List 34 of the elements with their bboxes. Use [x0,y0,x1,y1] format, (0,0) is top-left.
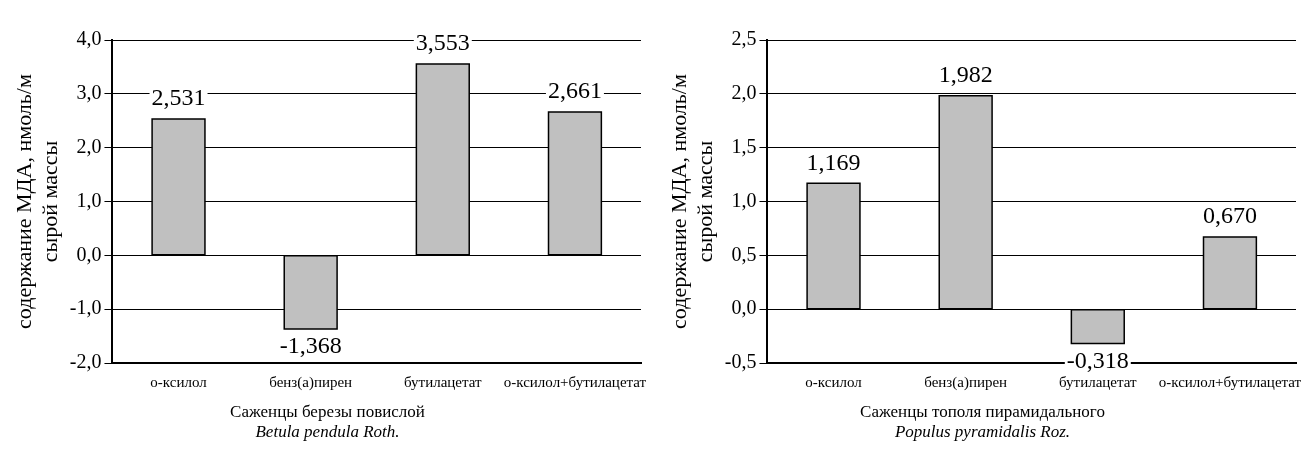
x-tick-label: о-ксилол [805,373,863,390]
y-tick-label: -0,5 [724,350,757,373]
x-tick-label: бутилацетат [404,373,482,390]
x-tick-label: бенз(а)пирен [924,373,1008,391]
y-tick-label: 2,0 [76,134,102,157]
x-axis-title: Саженцы тополя пирамидального Populus pyramidalis Roz. [859,402,1106,442]
y-tick-label: 1,0 [731,188,757,211]
data-label: 2,531 [151,84,206,111]
data-label: -0,318 [1066,346,1129,373]
data-label: 3,553 [415,29,470,56]
y-tick-label: 1,5 [731,134,757,157]
data-label: 1,982 [938,61,993,88]
y-tick-label: 4,0 [76,27,102,50]
data-label: 2,661 [547,77,602,104]
y-tick-label: -2,0 [69,350,102,373]
x-tick-label: бутилацетат [1059,373,1137,390]
y-axis-title: содержание МДА, нмоль/м сырой массы [10,74,63,329]
x-tick-label: о-ксилол+бутилацетат [1158,373,1302,390]
y-tick-label: 0,0 [731,296,757,319]
x-axis-title: Саженцы березы повислой Betula pendula Roth. [229,402,426,442]
x-tick-label: о-ксилол [150,373,208,390]
data-label: 1,169 [806,148,861,175]
y-tick-label: 0,5 [731,242,757,265]
y-tick-label: 1,0 [76,188,102,211]
y-tick-label: 3,0 [76,81,102,104]
data-label: 0,670 [1202,202,1257,229]
y-tick-label: 0,0 [76,242,102,265]
y-tick-label: 2,5 [731,27,757,50]
y-tick-label: -1,0 [69,296,102,319]
x-tick-label: о-ксилол+бутилацетат [503,373,647,390]
data-label: -1,368 [279,332,342,359]
y-axis-title: содержание МДА, нмоль/м сырой массы [665,74,718,329]
x-tick-label: бенз(а)пирен [269,373,353,391]
y-tick-label: 2,0 [731,81,757,104]
